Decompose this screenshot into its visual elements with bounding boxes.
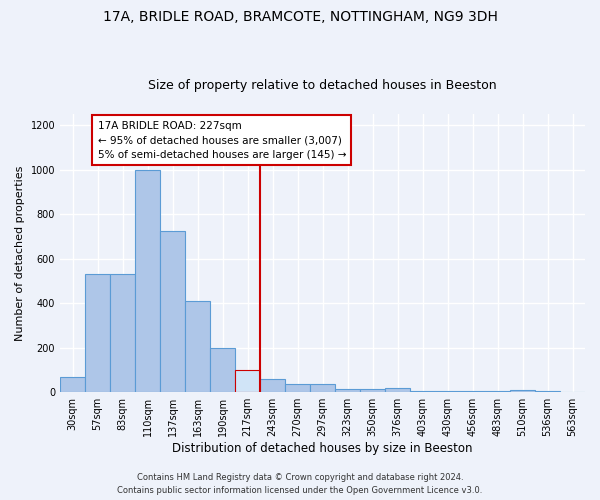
Bar [485,391,510,392]
Text: 17A BRIDLE ROAD: 227sqm
← 95% of detached houses are smaller (3,007)
5% of semi-: 17A BRIDLE ROAD: 227sqm ← 95% of detache… [98,120,346,160]
Bar [535,391,560,392]
Title: Size of property relative to detached houses in Beeston: Size of property relative to detached ho… [148,79,497,92]
Bar [335,389,360,392]
Bar [160,231,185,392]
X-axis label: Distribution of detached houses by size in Beeston: Distribution of detached houses by size … [172,442,473,455]
Text: 17A, BRIDLE ROAD, BRAMCOTE, NOTTINGHAM, NG9 3DH: 17A, BRIDLE ROAD, BRAMCOTE, NOTTINGHAM, … [103,10,497,24]
Bar [385,388,410,392]
Bar [235,370,260,392]
Text: Contains HM Land Registry data © Crown copyright and database right 2024.
Contai: Contains HM Land Registry data © Crown c… [118,474,482,495]
Bar [285,384,310,392]
Bar [135,170,160,392]
Bar [85,274,110,392]
Bar [310,384,335,392]
Bar [410,391,435,392]
Bar [260,379,285,392]
Bar [360,389,385,392]
Bar [185,301,210,392]
Bar [460,391,485,392]
Bar [110,274,135,392]
Bar [210,348,235,392]
Y-axis label: Number of detached properties: Number of detached properties [15,166,25,341]
Bar [510,390,535,392]
Bar [60,376,85,392]
Bar [435,391,460,392]
